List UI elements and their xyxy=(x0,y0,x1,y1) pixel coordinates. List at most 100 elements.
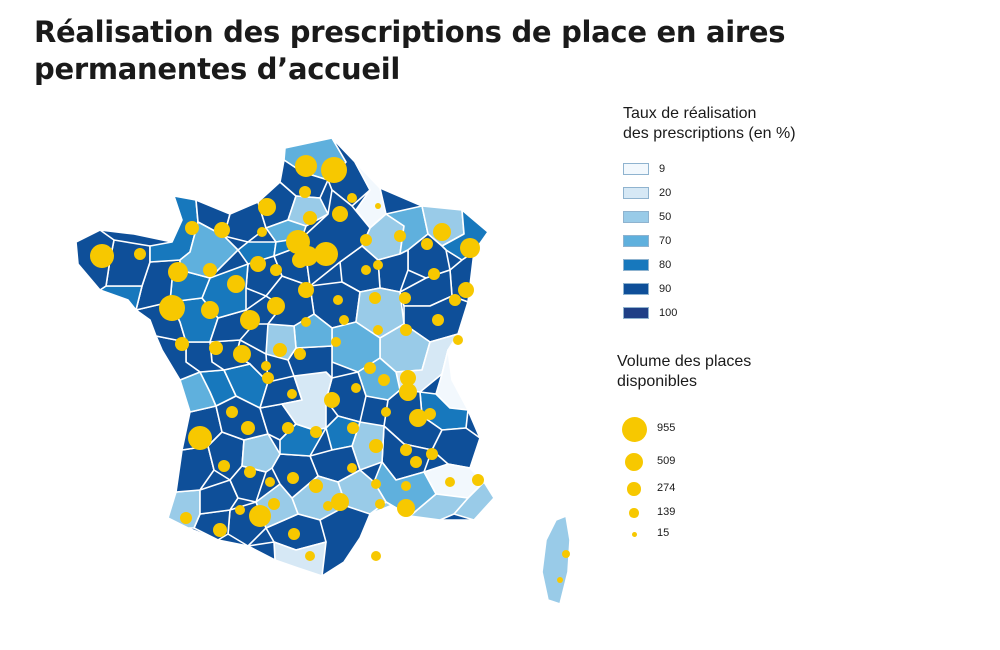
map-volume-bubble xyxy=(294,348,306,360)
map-volume-bubble xyxy=(424,408,436,420)
map-volume-bubble xyxy=(188,426,212,450)
rate-label: 70 xyxy=(659,235,672,247)
map-volume-bubble xyxy=(257,227,267,237)
map-volume-bubble xyxy=(261,361,271,371)
map-volume-bubble xyxy=(268,498,280,510)
map-volume-bubble xyxy=(433,223,451,241)
map-volume-bubble xyxy=(331,493,349,511)
dept-oise xyxy=(287,195,329,227)
map-volume-bubble xyxy=(375,203,381,209)
map-volume-bubble xyxy=(201,301,219,319)
map-volume-bubble xyxy=(399,383,417,401)
map-volume-bubble xyxy=(453,335,463,345)
france-choropleth-map xyxy=(75,137,571,605)
rate-class-90: 90 xyxy=(623,282,671,296)
map-volume-bubble xyxy=(400,370,416,386)
map-volume-bubble xyxy=(287,472,299,484)
rate-label: 100 xyxy=(659,307,678,319)
map-volume-bubble xyxy=(458,282,474,298)
map-volume-bubble xyxy=(303,211,317,225)
rate-swatch xyxy=(623,283,649,295)
map-volume-bubble xyxy=(361,265,371,275)
map-volume-bubble xyxy=(214,222,230,238)
volume-label: 274 xyxy=(657,482,676,494)
map-volume-bubble xyxy=(250,256,266,272)
map-volume-bubble xyxy=(445,477,455,487)
volume-legend-title-line1: Volume des places xyxy=(617,353,752,370)
volume-bubble xyxy=(629,508,639,518)
map-volume-bubble xyxy=(426,448,438,460)
map-volume-bubble xyxy=(432,314,444,326)
map-volume-bubble xyxy=(218,460,230,472)
map-volume-bubble xyxy=(213,523,227,537)
map-volume-bubble xyxy=(369,439,383,453)
map-volume-bubble xyxy=(309,479,323,493)
map-volume-bubble xyxy=(400,444,412,456)
rate-label: 9 xyxy=(659,163,666,175)
rate-class-80: 80 xyxy=(623,258,671,272)
rate-label: 20 xyxy=(659,187,672,199)
rate-class-9: 9 xyxy=(623,162,665,176)
map-volume-bubble xyxy=(209,341,223,355)
dept-ariege xyxy=(247,541,276,561)
map-volume-bubble xyxy=(371,479,381,489)
map-volume-bubble xyxy=(241,421,255,435)
rate-swatch xyxy=(623,235,649,247)
map-volume-bubble xyxy=(265,477,275,487)
map-volume-bubble xyxy=(226,406,238,418)
map-volume-bubble xyxy=(282,422,294,434)
map-volume-bubble xyxy=(347,463,357,473)
dept-vosges xyxy=(407,233,451,279)
rate-legend-title: Taux de réalisation des prescriptions (e… xyxy=(623,104,923,144)
volume-label: 139 xyxy=(657,506,676,518)
map-volume-bubble xyxy=(258,198,276,216)
map-volume-bubble xyxy=(299,186,311,198)
map-volume-bubble xyxy=(331,337,341,347)
map-volume-bubble xyxy=(185,221,199,235)
volume-label: 509 xyxy=(657,455,676,467)
rate-legend-title-line2: des prescriptions (en %) xyxy=(623,125,796,142)
map-volume-bubble xyxy=(310,426,322,438)
region-fills xyxy=(75,137,571,605)
map-volume-bubble xyxy=(371,551,381,561)
map-volume-bubble xyxy=(347,422,359,434)
map-volume-bubble xyxy=(449,294,461,306)
map-volume-bubble xyxy=(292,252,308,268)
map-volume-bubble xyxy=(267,297,285,315)
map-volume-bubble xyxy=(270,264,282,276)
map-volume-bubble xyxy=(295,155,317,177)
volume-label: 15 xyxy=(657,527,670,539)
rate-class-20: 20 xyxy=(623,186,671,200)
map-volume-bubble xyxy=(339,315,349,325)
map-volume-bubble xyxy=(323,501,333,511)
volume-bubble xyxy=(631,531,637,537)
map-volume-bubble xyxy=(235,505,245,515)
map-volume-bubble xyxy=(301,317,311,327)
rate-swatch xyxy=(623,187,649,199)
map-volume-bubble xyxy=(244,466,256,478)
map-volume-bubble xyxy=(159,295,185,321)
map-volume-bubble xyxy=(410,456,422,468)
map-volume-bubble xyxy=(233,345,251,363)
map-volume-bubble xyxy=(314,242,338,266)
volume-class-955: 955 xyxy=(610,415,730,443)
dept-corse xyxy=(541,515,571,605)
rate-class-70: 70 xyxy=(623,234,671,248)
map-volume-bubble xyxy=(90,244,114,268)
map-volume-bubble xyxy=(373,325,383,335)
map-volume-bubble xyxy=(262,372,274,384)
map-volume-bubble xyxy=(273,343,287,357)
map-volume-bubble xyxy=(288,528,300,540)
map-volume-bubble xyxy=(397,499,415,517)
map-title: Réalisation des prescriptions de place e… xyxy=(34,15,786,86)
dept-tarn-et-garonne xyxy=(229,465,267,503)
map-volume-bubble xyxy=(400,324,412,336)
map-volume-bubble xyxy=(203,263,217,277)
rate-class-100: 100 xyxy=(623,306,677,320)
volume-bubble xyxy=(627,482,641,496)
map-volume-bubble xyxy=(373,260,383,270)
dept-morbihan xyxy=(99,285,143,311)
map-volume-bubble xyxy=(347,193,357,203)
map-volume-bubble xyxy=(378,374,390,386)
rate-swatch xyxy=(623,163,649,175)
